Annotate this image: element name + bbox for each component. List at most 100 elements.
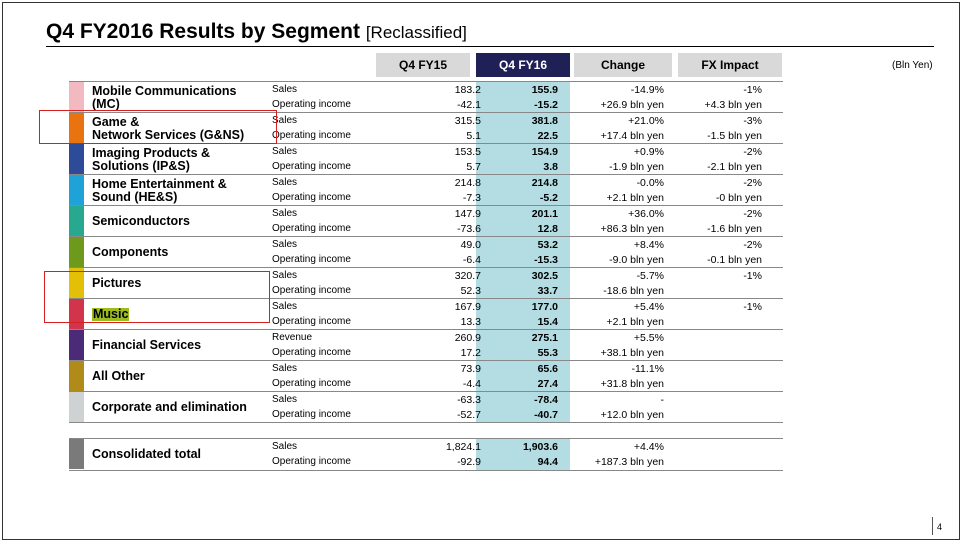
value-q4fy16: 55.3 <box>537 347 558 359</box>
unit-label: (Bln Yen) <box>892 60 933 71</box>
value-q4fy15: -4.4 <box>462 378 481 390</box>
segment-name: Corporate and elimination <box>92 401 247 414</box>
value-q4fy15: -73.6 <box>457 223 481 235</box>
segment-name-line1: Music <box>92 307 130 321</box>
segment-row: Home Entertainment & Sound (HE&S) Sales 214… <box>69 174 783 205</box>
col-header-q4fy15: Q4 FY15 <box>376 53 470 77</box>
value-fx-impact: -1% <box>743 270 762 282</box>
value-q4fy15: 183.2 <box>454 84 481 96</box>
value-q4fy16: -15.2 <box>534 99 558 111</box>
row-label: Operating income <box>272 409 351 420</box>
segment-name-line1: Components <box>92 245 169 259</box>
segment-row: Music Sales 167.9 177.0 +5.4% -1% Operating in… <box>69 298 783 329</box>
value-change: +2.1 bln yen <box>606 316 664 328</box>
value-change: -11.1% <box>631 363 665 375</box>
fy16-column-highlight <box>476 81 570 423</box>
value-q4fy16: 27.4 <box>537 378 558 390</box>
row-label: Sales <box>272 84 298 95</box>
value-q4fy16: -15.3 <box>534 254 558 266</box>
value-q4fy15: 315.5 <box>454 115 481 127</box>
row-label: Operating income <box>272 130 351 141</box>
row-label: Operating income <box>272 161 351 172</box>
segment-color-swatch <box>69 237 84 267</box>
value-q4fy16: 12.8 <box>537 223 558 235</box>
segment-name: Pictures <box>92 277 141 290</box>
value-fx-impact: -0 bln yen <box>715 192 762 204</box>
value-change: +36.0% <box>628 208 664 220</box>
value-q4fy15: 147.9 <box>454 208 481 220</box>
row-label: Sales <box>272 146 298 157</box>
row-label: Sales <box>272 394 298 405</box>
value-q4fy15: 52.3 <box>460 285 481 297</box>
segment-color-swatch <box>69 361 84 391</box>
value-change: +26.9 bln yen <box>600 99 664 111</box>
title-subtitle: [Reclassified] <box>365 23 467 42</box>
value-q4fy15: 260.9 <box>454 332 481 344</box>
value-fx-impact: -0.1 bln yen <box>707 254 762 266</box>
value-fx-impact: -1.5 bln yen <box>707 130 762 142</box>
value-fx-impact: -1% <box>743 301 762 313</box>
segment-name-line1: Mobile Communications <box>92 84 237 98</box>
value-q4fy16: 302.5 <box>531 270 558 282</box>
row-label: Sales <box>272 270 298 281</box>
value-change: +38.1 bln yen <box>600 347 664 359</box>
value-change: +17.4 bln yen <box>600 130 664 142</box>
value-q4fy16: 155.9 <box>531 84 558 96</box>
value-change: +0.9% <box>633 146 664 158</box>
value-q4fy16: 1,903.6 <box>522 441 558 453</box>
highlight-box-gns <box>39 110 277 144</box>
value-q4fy16: 15.4 <box>537 316 558 328</box>
value-change: +21.0% <box>628 115 664 127</box>
row-label: Operating income <box>272 456 351 467</box>
value-q4fy15: 17.2 <box>460 347 481 359</box>
value-q4fy16: 65.6 <box>537 363 558 375</box>
value-q4fy15: 5.7 <box>466 161 481 173</box>
row-label: Operating income <box>272 254 351 265</box>
value-q4fy16: 94.4 <box>537 456 558 468</box>
segment-row: Game & Network Services (G&NS) Sales 315.5 3… <box>69 112 783 143</box>
row-label: Sales <box>272 115 298 126</box>
value-change: -1.9 bln yen <box>609 161 664 173</box>
segment-name-line1: Consolidated total <box>92 447 202 461</box>
col-header-fx-impact: FX Impact <box>678 53 782 77</box>
value-q4fy15: -6.4 <box>462 254 481 266</box>
segment-name-line2: Sound (HE&S) <box>92 190 178 204</box>
segment-name-line2: Solutions (IP&S) <box>92 159 190 173</box>
row-label: Operating income <box>272 223 351 234</box>
value-q4fy16: 53.2 <box>537 239 558 251</box>
segment-color-swatch <box>69 113 84 143</box>
value-q4fy16: -5.2 <box>539 192 558 204</box>
value-fx-impact: -3% <box>743 115 762 127</box>
value-q4fy15: 1,824.1 <box>445 441 481 453</box>
segment-row: Mobile Communications (MC) Sales 183.2 155.9… <box>69 81 783 112</box>
value-q4fy16: -78.4 <box>534 394 558 406</box>
value-q4fy15: 167.9 <box>454 301 481 313</box>
value-q4fy16: 275.1 <box>531 332 558 344</box>
value-change: +2.1 bln yen <box>606 192 664 204</box>
total-bottom-rule <box>69 470 783 471</box>
segment-name: Mobile Communications (MC) <box>92 85 236 111</box>
value-fx-impact: +4.3 bln yen <box>704 99 762 111</box>
row-label: Operating income <box>272 347 351 358</box>
value-fx-impact: -2% <box>743 208 762 220</box>
value-change: -0.0% <box>636 177 664 189</box>
segment-name-line2: (MC) <box>92 97 120 111</box>
highlight-box-pictures-music <box>44 271 270 323</box>
segment-name: Home Entertainment & Sound (HE&S) <box>92 178 227 204</box>
segment-name-line1: Semiconductors <box>92 214 190 228</box>
value-fx-impact: -2% <box>743 177 762 189</box>
value-q4fy15: -52.7 <box>457 409 481 421</box>
value-change: +12.0 bln yen <box>600 409 664 421</box>
row-label: Sales <box>272 441 298 452</box>
segment-name-line1: All Other <box>92 369 145 383</box>
value-change: -5.7% <box>636 270 664 282</box>
segment-name: Financial Services <box>92 339 201 352</box>
row-label: Sales <box>272 208 298 219</box>
segment-color-swatch <box>69 268 84 298</box>
segment-color-swatch <box>69 299 84 329</box>
value-q4fy15: 214.8 <box>454 177 481 189</box>
value-q4fy16: 154.9 <box>531 146 558 158</box>
row-label: Operating income <box>272 378 351 389</box>
value-q4fy16: -40.7 <box>534 409 558 421</box>
